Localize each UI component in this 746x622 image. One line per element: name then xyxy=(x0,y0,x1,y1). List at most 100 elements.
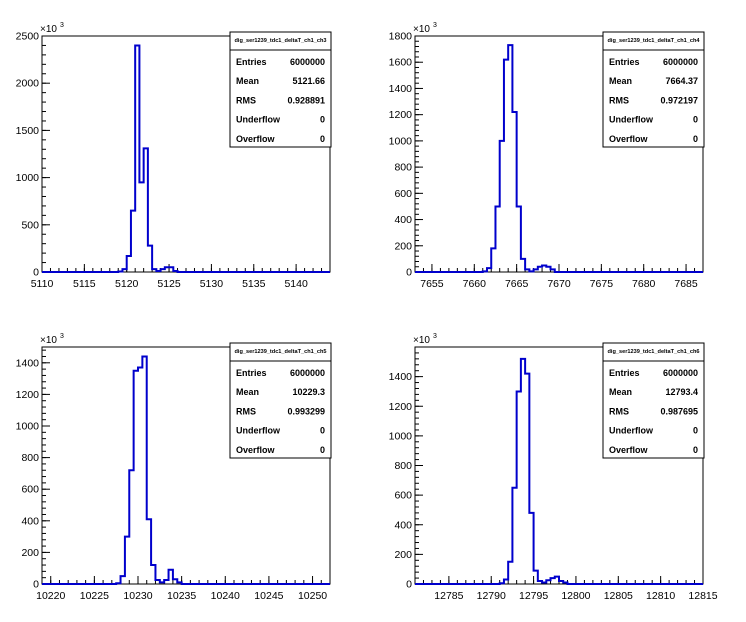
stats-mean-value: 10229.3 xyxy=(292,387,325,397)
y-multiplier-exponent: 3 xyxy=(60,22,64,29)
stats-box-frame xyxy=(602,342,705,459)
x-tick-label: 10220 xyxy=(36,590,65,602)
stats-rms-value: 0.987695 xyxy=(660,406,698,416)
y-tick-label: 2000 xyxy=(16,78,40,90)
stats-overflow-value: 0 xyxy=(693,134,698,144)
y-multiplier-base: ×10 xyxy=(413,335,430,346)
stats-overflow-value: 0 xyxy=(320,134,325,144)
y-tick-label: 200 xyxy=(394,240,412,252)
stats-underflow-value: 0 xyxy=(693,426,698,436)
stats-mean-value: 7664.37 xyxy=(665,76,698,86)
x-tick-label: 12800 xyxy=(561,590,590,602)
y-multiplier: ×10 3 xyxy=(413,22,437,35)
y-tick-label: 1400 xyxy=(389,83,413,95)
stats-box-frame xyxy=(229,31,332,148)
y-tick-label: 1400 xyxy=(389,371,413,383)
stats-rms-label: RMS xyxy=(609,406,629,416)
x-tick-label: 10225 xyxy=(80,590,109,602)
stats-box: dig_ser1239_tdc1_deltaT_ch1_ch3 Entries 60… xyxy=(229,31,332,148)
y-tick-label: 1000 xyxy=(16,421,40,433)
x-tick-label: 12815 xyxy=(688,590,717,602)
y-tick-label: 1200 xyxy=(16,389,40,401)
x-tick-label: 10250 xyxy=(298,590,327,602)
stats-rms-value: 0.928891 xyxy=(287,95,325,105)
histogram-series xyxy=(42,44,330,273)
stats-box: dig_ser1239_tdc1_deltaT_ch1_ch5 Entries 60… xyxy=(229,342,332,459)
y-tick-label: 1400 xyxy=(16,357,40,369)
x-tick-label: 5135 xyxy=(242,278,266,290)
stats-box-title: dig_ser1239_tdc1_deltaT_ch1_ch5 xyxy=(234,349,326,355)
stats-overflow-label: Overflow xyxy=(236,445,276,455)
x-tick-label: 7670 xyxy=(547,278,571,290)
x-tick-label: 7655 xyxy=(420,278,444,290)
stats-overflow-label: Overflow xyxy=(236,134,276,144)
stats-underflow-value: 0 xyxy=(693,115,698,125)
stats-rms-label: RMS xyxy=(609,95,629,105)
stats-box-title: dig_ser1239_tdc1_deltaT_ch1_ch6 xyxy=(607,349,699,355)
y-tick-label: 1000 xyxy=(389,430,413,442)
stats-overflow-value: 0 xyxy=(320,445,325,455)
y-tick-label: 1500 xyxy=(16,125,40,137)
stats-box-title: dig_ser1239_tdc1_deltaT_ch1_ch4 xyxy=(607,38,700,44)
x-tick-label: 5125 xyxy=(157,278,181,290)
y-tick-label: 1000 xyxy=(389,135,413,147)
stats-rms-label: RMS xyxy=(236,95,256,105)
stats-entries-label: Entries xyxy=(236,57,267,67)
y-tick-label: 400 xyxy=(394,519,412,531)
y-tick-label: 0 xyxy=(33,579,39,591)
y-tick-label: 0 xyxy=(33,267,39,279)
histogram-series xyxy=(42,355,330,585)
stats-underflow-value: 0 xyxy=(320,115,325,125)
stats-overflow-label: Overflow xyxy=(609,134,649,144)
x-tick-label: 5120 xyxy=(115,278,139,290)
stats-rms-value: 0.972197 xyxy=(660,95,698,105)
stats-entries-value: 6000000 xyxy=(663,368,698,378)
stats-box-title: dig_ser1239_tdc1_deltaT_ch1_ch3 xyxy=(234,38,326,44)
y-tick-label: 2500 xyxy=(16,31,40,43)
y-multiplier-exponent: 3 xyxy=(433,333,437,340)
x-tick-label: 7680 xyxy=(632,278,656,290)
x-tick-label: 7675 xyxy=(590,278,614,290)
stats-overflow-value: 0 xyxy=(693,445,698,455)
y-tick-label: 400 xyxy=(394,214,412,226)
stats-entries-label: Entries xyxy=(236,368,267,378)
histogram-panel-4: 0 200 400 600 800 1000 1200 1400 12785 12790 12795… xyxy=(389,333,718,602)
stats-entries-value: 6000000 xyxy=(290,57,325,67)
stats-mean-value: 12793.4 xyxy=(665,387,698,397)
stats-mean-label: Mean xyxy=(609,76,632,86)
y-multiplier-base: ×10 xyxy=(40,335,57,346)
histogram-panel-2: 0 200 400 600 800 1000 1200 1400 1600 1800 7655 766… xyxy=(389,22,705,290)
x-tick-label: 12790 xyxy=(477,590,506,602)
y-tick-label: 400 xyxy=(21,515,39,527)
stats-entries-label: Entries xyxy=(609,57,640,67)
histogram-panel-3: 0 200 400 600 800 1000 1200 1400 10220 10225 10230… xyxy=(16,333,332,602)
x-tick-label: 12810 xyxy=(646,590,675,602)
y-multiplier-base: ×10 xyxy=(413,24,430,35)
y-tick-label: 200 xyxy=(21,547,39,559)
x-tick-label: 5140 xyxy=(284,278,308,290)
x-tick-label: 7685 xyxy=(674,278,698,290)
x-tick-label: 10230 xyxy=(123,590,152,602)
y-tick-label: 0 xyxy=(406,579,412,591)
stats-mean-label: Mean xyxy=(236,76,259,86)
stats-rms-value: 0.993299 xyxy=(287,406,325,416)
x-tick-label: 5130 xyxy=(200,278,224,290)
y-tick-label: 1800 xyxy=(389,31,413,43)
histogram-series xyxy=(415,357,703,585)
y-tick-label: 800 xyxy=(394,460,412,472)
stats-mean-label: Mean xyxy=(609,387,632,397)
y-tick-label: 0 xyxy=(406,267,412,279)
stats-box: dig_ser1239_tdc1_deltaT_ch1_ch4 Entries 60… xyxy=(602,31,705,148)
y-tick-label: 600 xyxy=(21,484,39,496)
x-tick-label: 12785 xyxy=(434,590,463,602)
y-multiplier: ×10 3 xyxy=(40,333,64,346)
x-tick-label: 5110 xyxy=(31,278,54,290)
y-tick-label: 1000 xyxy=(16,172,40,184)
y-multiplier: ×10 3 xyxy=(413,333,437,346)
stats-entries-value: 6000000 xyxy=(663,57,698,67)
y-tick-label: 600 xyxy=(394,188,412,200)
y-tick-label: 1200 xyxy=(389,401,413,413)
stats-underflow-label: Underflow xyxy=(609,426,654,436)
stats-overflow-label: Overflow xyxy=(609,445,649,455)
stats-rms-label: RMS xyxy=(236,406,256,416)
